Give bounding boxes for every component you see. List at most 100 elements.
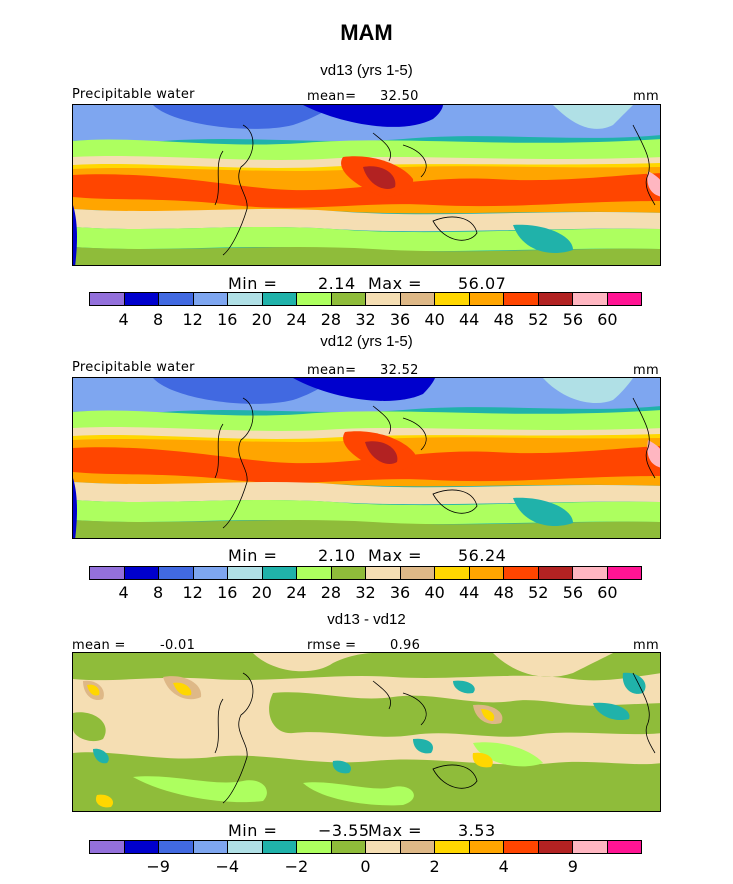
colorbar-swatch (124, 293, 159, 305)
colorbar-swatch (193, 567, 228, 579)
colorbar-tick-label: 28 (320, 310, 342, 329)
panel-1-map (72, 104, 661, 266)
colorbar-swatch (297, 293, 332, 305)
colorbar-swatch (159, 567, 194, 579)
colorbar-tick-label: 20 (251, 583, 272, 602)
panel-2-min-value: 2.10 (318, 546, 356, 565)
colorbar-swatch (193, 293, 228, 305)
colorbar-swatch (262, 567, 297, 579)
colorbar-swatch (331, 293, 366, 305)
colorbar-swatch (607, 567, 641, 579)
colorbar-tick-label: 4 (498, 857, 509, 876)
panel-2-max-label: Max = (368, 546, 423, 565)
colorbar-swatch (469, 293, 504, 305)
colorbar-swatch (538, 293, 573, 305)
colorbar-swatch (469, 841, 504, 853)
panel-2-ticks: 4 8 12 16 20 24 28 32 36 40 44 48 52 56 60 (0, 583, 733, 603)
colorbar-swatch (159, 293, 194, 305)
panel-1-colorbar (89, 292, 642, 306)
colorbar-swatch (90, 567, 125, 579)
colorbar-swatch (159, 841, 194, 853)
colorbar-tick-label: 60 (597, 583, 618, 602)
panel-1-subtitle: vd13 (yrs 1-5) (320, 62, 413, 79)
colorbar-swatch (538, 567, 573, 579)
colorbar-swatch (331, 567, 366, 579)
colorbar-tick-label: 12 (182, 310, 203, 329)
colorbar-tick-label: 2 (429, 857, 440, 876)
colorbar-swatch (90, 841, 125, 853)
panel-2-colorbar (89, 566, 642, 580)
colorbar-tick-label: −9 (146, 857, 170, 876)
colorbar-tick-label: 8 (153, 583, 164, 602)
panel-1-mean-label: mean= (307, 89, 357, 104)
panel-3-ticks: −9 −4 −2 0 2 4 9 (0, 857, 733, 877)
panel-3-min-label: Min = (228, 821, 278, 840)
panel-2-field (73, 378, 660, 538)
colorbar-swatch (228, 841, 263, 853)
panel-2-mean-value: 32.52 (380, 363, 419, 378)
panel-1-mean-value: 32.50 (380, 89, 419, 104)
panel-1-variable-label: Precipitable water (72, 87, 195, 102)
panel-3-rmse-label: rmse = (307, 638, 357, 653)
panel-3-subtitle: vd13 - vd12 (327, 611, 406, 628)
colorbar-swatch (297, 567, 332, 579)
colorbar-tick-label: 4 (118, 583, 129, 602)
colorbar-tick-label: 28 (320, 583, 342, 602)
colorbar-swatch (124, 567, 159, 579)
colorbar-tick-label: 40 (424, 310, 445, 329)
colorbar-swatch (366, 293, 401, 305)
panel-3-unit: mm (633, 638, 659, 653)
panel-2-subtitle: vd12 (yrs 1-5) (320, 333, 413, 350)
colorbar-tick-label: 44 (459, 583, 480, 602)
panel-2-variable-label: Precipitable water (72, 360, 195, 375)
colorbar-tick-label: 24 (286, 310, 307, 329)
colorbar-swatch (400, 567, 435, 579)
colorbar-tick-label: 20 (251, 310, 272, 329)
figure-title: MAM (340, 20, 393, 45)
colorbar-tick-label: 32 (355, 310, 376, 329)
panel-1-unit: mm (633, 89, 659, 104)
colorbar-swatch (193, 841, 228, 853)
colorbar-swatch (262, 293, 297, 305)
colorbar-swatch (607, 293, 641, 305)
colorbar-tick-label: 56 (562, 583, 584, 602)
colorbar-swatch (262, 841, 297, 853)
colorbar-tick-label: 8 (153, 310, 164, 329)
colorbar-swatch (538, 841, 573, 853)
colorbar-tick-label: 48 (493, 310, 514, 329)
colorbar-swatch (504, 841, 539, 853)
colorbar-tick-label: 4 (118, 310, 129, 329)
colorbar-tick-label: 36 (389, 310, 411, 329)
panel-3-field (73, 653, 660, 811)
colorbar-swatch (607, 841, 641, 853)
colorbar-tick-label: 12 (182, 583, 203, 602)
panel-1-max-value: 56.07 (458, 274, 507, 293)
panel-3-mean-label: mean = (72, 638, 126, 653)
colorbar-tick-label: 24 (286, 583, 307, 602)
colorbar-swatch (228, 293, 263, 305)
panel-2-unit: mm (633, 363, 659, 378)
panel-3-max-label: Max = (368, 821, 423, 840)
colorbar-swatch (297, 841, 332, 853)
colorbar-swatch (90, 293, 125, 305)
panel-3-rmse-value: 0.96 (390, 638, 421, 653)
colorbar-tick-label: 0 (360, 857, 371, 876)
colorbar-swatch (573, 841, 608, 853)
panel-2-mean-label: mean= (307, 363, 357, 378)
panel-3-colorbar (89, 840, 642, 854)
colorbar-tick-label: 52 (528, 583, 549, 602)
colorbar-tick-label: 56 (562, 310, 584, 329)
colorbar-swatch (435, 567, 470, 579)
colorbar-tick-label: 40 (424, 583, 445, 602)
colorbar-tick-label: 60 (597, 310, 618, 329)
colorbar-tick-label: 52 (528, 310, 549, 329)
panel-1-ticks: 4 8 12 16 20 24 28 32 36 40 44 48 52 56 60 (0, 310, 733, 330)
colorbar-swatch (435, 841, 470, 853)
colorbar-tick-label: 48 (493, 583, 514, 602)
panel-2-min-label: Min = (228, 546, 278, 565)
panel-2-map (72, 377, 661, 539)
colorbar-tick-label: 16 (217, 310, 238, 329)
colorbar-tick-label: 32 (355, 583, 376, 602)
panel-1-field (73, 105, 660, 265)
colorbar-tick-label: 16 (217, 583, 238, 602)
